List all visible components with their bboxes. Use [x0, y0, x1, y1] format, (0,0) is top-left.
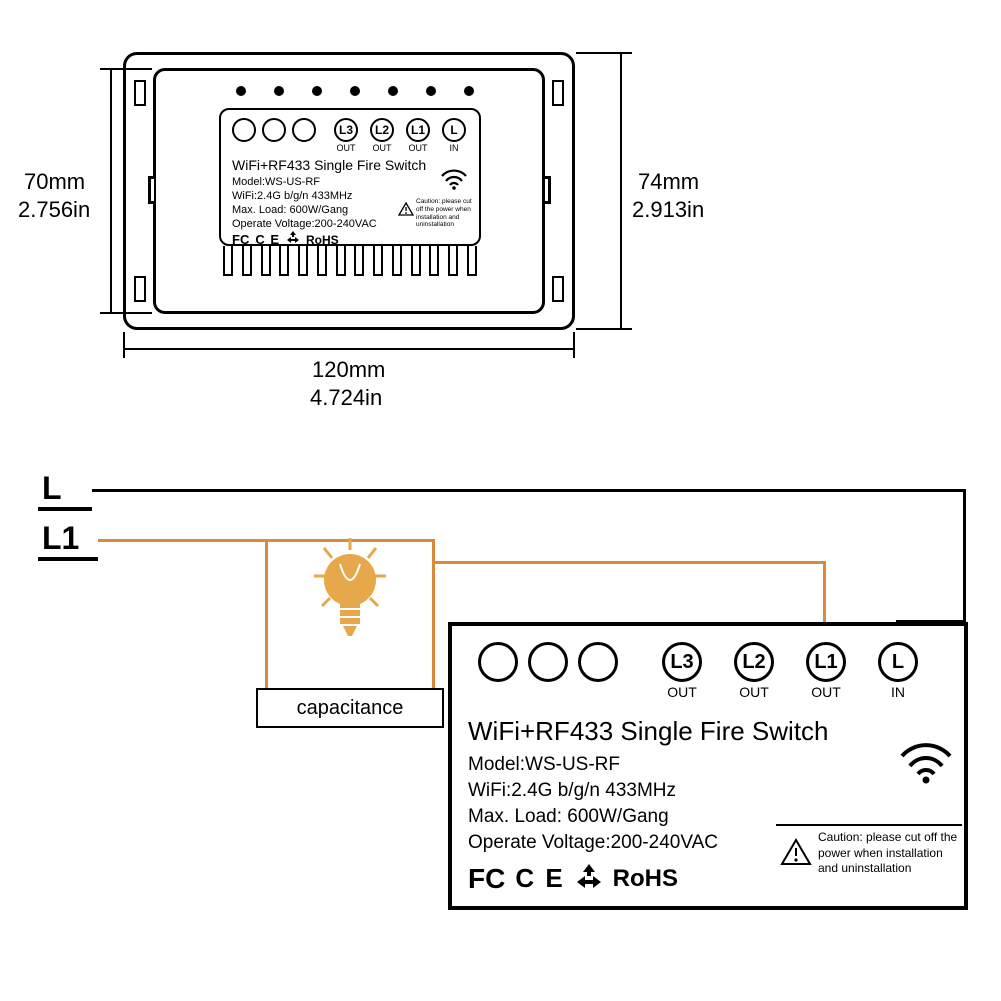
big-spec-line: Operate Voltage:200-240VAC [468, 830, 718, 856]
terminal-label: L [450, 123, 457, 137]
side-bump [148, 176, 154, 204]
dim-right-in: 2.913in [632, 196, 704, 225]
terminal-label: L1 [814, 651, 837, 674]
diagram-container: L3 OUT L2 OUT L1 OUT L IN WiFi+RF433 Sin… [0, 0, 1001, 1001]
side-bump [545, 176, 551, 204]
terminal-label: L1 [411, 123, 425, 137]
heat-fins [223, 246, 477, 276]
terminal-sub: OUT [801, 684, 851, 700]
terminal-l1: L1 [406, 118, 430, 142]
dim-ext [573, 332, 575, 358]
dim-ext [576, 52, 632, 54]
dim-right-mm: 74mm [638, 168, 699, 197]
dim-line-left [110, 68, 112, 314]
caution-text: Caution: please cut off the power when i… [416, 198, 476, 229]
dim-line-right [620, 52, 622, 330]
contact-dot [464, 86, 474, 96]
terminal-l2: L2 [370, 118, 394, 142]
big-spec-line: Max. Load: 600W/Gang [468, 804, 669, 830]
terminal-label: L2 [375, 123, 389, 137]
mount-mark [134, 80, 146, 106]
terminal-label: L [892, 651, 904, 674]
terminal-label: L3 [670, 651, 693, 674]
terminal-blank [232, 118, 256, 142]
recycle-icon [575, 862, 603, 895]
caution-triangle-icon [398, 202, 414, 221]
capacitance-label: capacitance [297, 697, 404, 720]
capacitance-box: capacitance [256, 688, 444, 728]
dim-ext [100, 68, 152, 70]
terminal-sub: OUT [403, 143, 433, 153]
mount-mark [552, 276, 564, 302]
big-spec-line: WiFi:2.4G b/g/n 433MHz [468, 778, 676, 804]
terminal-l: L [442, 118, 466, 142]
dim-bottom-in: 4.724in [310, 384, 382, 413]
terminal-l3: L3 [334, 118, 358, 142]
fcc-icon: FC [232, 232, 249, 247]
terminal-blank [292, 118, 316, 142]
bulb-icon [310, 536, 390, 651]
contact-dot [426, 86, 436, 96]
fcc-icon: FC [468, 863, 505, 895]
dim-bottom-mm: 120mm [312, 356, 385, 385]
big-terminal-blank [478, 642, 518, 682]
contact-dot [350, 86, 360, 96]
wire-l1-to-module [432, 561, 826, 564]
big-cert-row: FC C E RoHS [468, 862, 678, 895]
ce-icon: C E [515, 863, 564, 894]
dim-ext [576, 328, 632, 330]
spec-line: Model:WS-US-RF [232, 175, 320, 190]
big-terminal-blank [578, 642, 618, 682]
dim-left-in: 2.756in [18, 196, 90, 225]
terminal-sub: IN [439, 143, 469, 153]
mount-mark [552, 80, 564, 106]
wire-l1-down [265, 539, 268, 709]
contact-dot [388, 86, 398, 96]
ce-icon: C E [255, 232, 280, 247]
wire-l1-bulb-right-down [432, 539, 435, 709]
terminal-sub: OUT [367, 143, 397, 153]
dim-ext [123, 332, 125, 358]
rohs-label: RoHS [306, 233, 339, 247]
l-wire-label: L [42, 470, 62, 507]
terminal-sub: IN [873, 684, 923, 700]
big-terminal-l1: L1 [806, 642, 846, 682]
dim-left-mm: 70mm [24, 168, 85, 197]
contact-dot [312, 86, 322, 96]
caution-divider [776, 824, 962, 826]
big-terminal-l: L [878, 642, 918, 682]
contact-dot [274, 86, 284, 96]
contact-dot [236, 86, 246, 96]
mount-mark [134, 276, 146, 302]
dim-line-bottom [123, 348, 575, 350]
big-terminal-blank [528, 642, 568, 682]
terminal-sub: OUT [729, 684, 779, 700]
wire-l1-left [98, 539, 268, 542]
big-module-title: WiFi+RF433 Single Fire Switch [468, 716, 829, 747]
terminal-blank [262, 118, 286, 142]
terminal-sub: OUT [657, 684, 707, 700]
wifi-icon [440, 168, 468, 190]
l1-wire-label: L1 [42, 520, 79, 557]
terminal-label: L3 [339, 123, 353, 137]
wire-l-drop [963, 489, 966, 623]
big-caution-text: Caution: please cut off the power when i… [818, 830, 962, 877]
l1-wire-underline [38, 557, 98, 561]
wire-l-horizontal [92, 489, 966, 492]
wifi-icon [898, 740, 954, 784]
big-spec-line: Model:WS-US-RF [468, 752, 620, 778]
spec-line: Max. Load: 600W/Gang [232, 203, 348, 218]
big-terminal-l2: L2 [734, 642, 774, 682]
dim-ext [100, 312, 152, 314]
rohs-label: RoHS [613, 865, 678, 893]
module-title: WiFi+RF433 Single Fire Switch [232, 156, 426, 175]
spec-line: WiFi:2.4G b/g/n 433MHz [232, 189, 352, 204]
terminal-sub: OUT [331, 143, 361, 153]
terminal-label: L2 [742, 651, 765, 674]
caution-triangle-icon [780, 838, 812, 871]
l-wire-underline [38, 507, 92, 511]
big-terminal-l3: L3 [662, 642, 702, 682]
